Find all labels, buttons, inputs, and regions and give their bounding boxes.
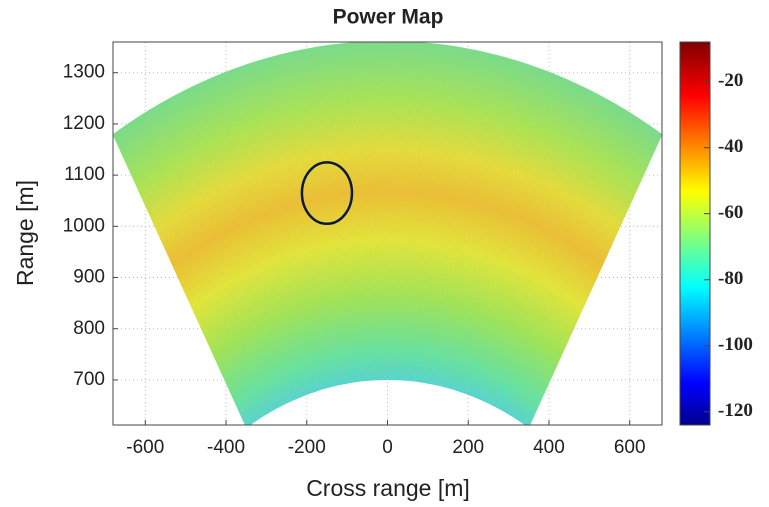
y-tick-label: 900 bbox=[73, 267, 105, 288]
chart-title: Power Map bbox=[333, 6, 444, 29]
annotation-ellipse bbox=[300, 161, 354, 226]
colorbar-tick-label: -40 bbox=[718, 136, 743, 157]
sector bbox=[113, 42, 662, 425]
x-axis-label: Cross range [m] bbox=[306, 475, 470, 501]
y-tick-label: 700 bbox=[73, 369, 105, 390]
colorbar bbox=[679, 41, 711, 426]
x-tick-label: 200 bbox=[452, 437, 484, 458]
colorbar-tick-label: -100 bbox=[718, 334, 753, 355]
y-axis-label: Range [m] bbox=[12, 180, 38, 286]
y-tick-label: 800 bbox=[73, 318, 105, 339]
colorbar-tick-label: -20 bbox=[718, 70, 743, 91]
colorbar-tick-label: -80 bbox=[718, 268, 743, 289]
x-tick-label: 400 bbox=[533, 437, 565, 458]
x-tick-label: 600 bbox=[614, 437, 646, 458]
x-tick-label: 0 bbox=[382, 437, 393, 458]
y-tick-label: 1200 bbox=[63, 113, 105, 134]
x-tick-label: -600 bbox=[126, 437, 164, 458]
x-tick-label: -200 bbox=[288, 437, 326, 458]
x-tick-label: -400 bbox=[207, 437, 245, 458]
colorbar-tick-label: -60 bbox=[718, 202, 743, 223]
colorbar-tick-label: -120 bbox=[718, 400, 753, 421]
y-tick-label: 1100 bbox=[64, 164, 105, 185]
y-tick-label: 1000 bbox=[63, 215, 105, 236]
y-tick-label: 1300 bbox=[63, 62, 105, 83]
